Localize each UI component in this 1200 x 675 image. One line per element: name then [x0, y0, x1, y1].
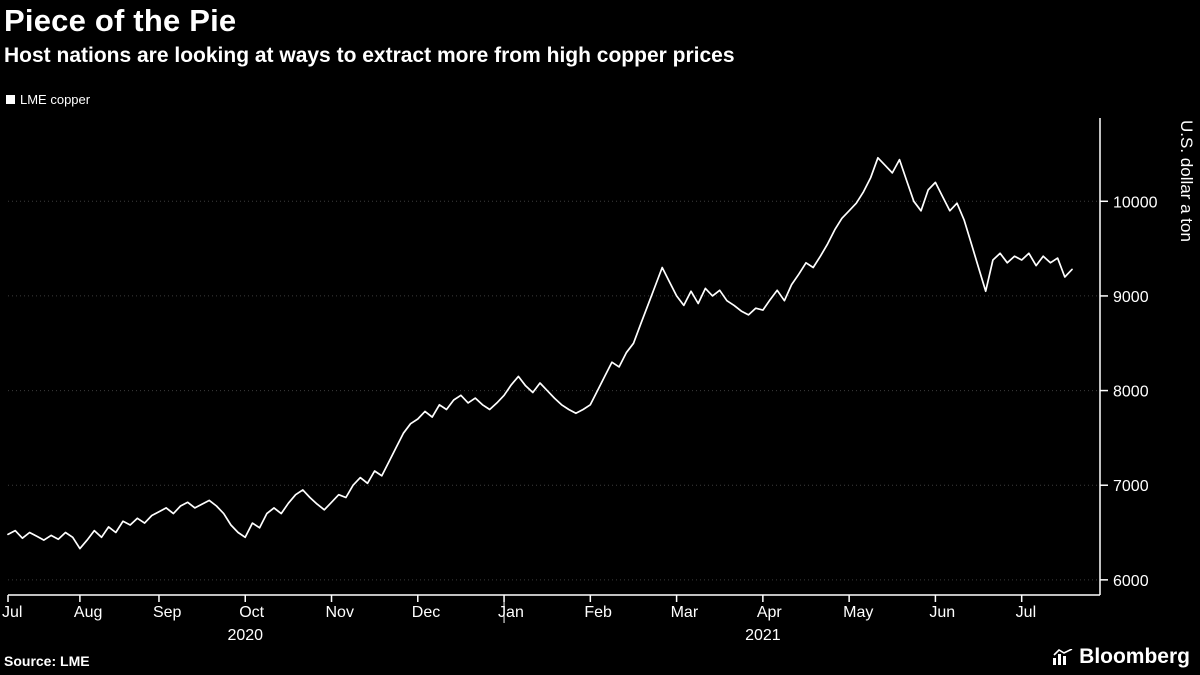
bloomberg-wordmark: Bloomberg	[1079, 645, 1190, 668]
x-tick-label: Jul	[1016, 604, 1036, 621]
chart-footer: Source: LME Bloomberg	[4, 645, 1190, 669]
year-label: 2021	[745, 627, 781, 644]
year-label: 2020	[227, 627, 263, 644]
x-tick-label: Oct	[239, 604, 264, 621]
bloomberg-brand: Bloomberg	[1053, 645, 1190, 669]
y-tick-label: 10000	[1113, 194, 1158, 211]
x-tick-label: Nov	[326, 604, 354, 621]
chart-subtitle: Host nations are looking at ways to extr…	[4, 44, 735, 68]
y-tick-label: 7000	[1113, 478, 1149, 495]
bloomberg-logo-icon	[1053, 649, 1073, 665]
x-tick-label: May	[843, 604, 873, 621]
x-tick-label: Feb	[584, 604, 612, 621]
x-tick-label: Mar	[671, 604, 699, 621]
legend-label: LME copper	[20, 92, 91, 107]
y-tick-label: 8000	[1113, 384, 1149, 401]
y-tick-label: 9000	[1113, 289, 1149, 306]
y-axis-title: U.S. dollar a ton	[1177, 120, 1196, 242]
source-attribution: Source: LME	[4, 653, 90, 669]
y-tick-label: 6000	[1113, 573, 1149, 590]
chart-header: Piece of the Pie Host nations are lookin…	[4, 3, 1190, 68]
price-line	[7, 156, 1073, 550]
chart-title: Piece of the Pie	[4, 3, 237, 38]
x-tick-label: Jul	[2, 604, 22, 621]
x-tick-label: Jun	[929, 604, 955, 621]
x-tick-label: Dec	[412, 604, 440, 621]
x-tick-label: Aug	[74, 604, 102, 621]
legend-swatch-icon	[6, 95, 15, 104]
chart-legend: LME copper	[6, 92, 90, 107]
x-tick-label: Apr	[757, 604, 783, 621]
x-tick-label: Jan	[498, 604, 524, 621]
x-tick-label: Sep	[153, 604, 182, 621]
